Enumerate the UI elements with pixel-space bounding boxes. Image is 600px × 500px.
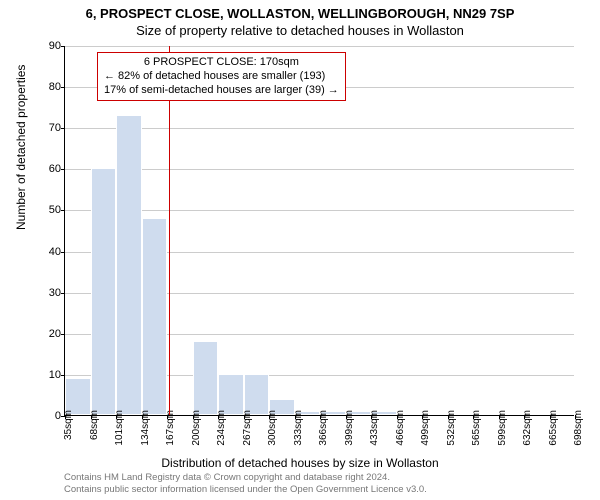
y-tick-label: 0 — [35, 410, 61, 422]
x-tick-label: 698sqm — [573, 410, 584, 446]
x-tick-label: 366sqm — [318, 410, 329, 446]
y-tick-label: 60 — [35, 163, 61, 175]
attribution-line: Contains public sector information licen… — [64, 484, 427, 496]
annotation-line: ← 82% of detached houses are smaller (19… — [104, 70, 339, 84]
y-tick-label: 70 — [35, 122, 61, 134]
x-tick-label: 565sqm — [471, 410, 482, 446]
annotation-box: 6 PROSPECT CLOSE: 170sqm← 82% of detache… — [97, 52, 346, 101]
x-tick-label: 300sqm — [267, 410, 278, 446]
x-tick-label: 399sqm — [344, 410, 355, 446]
attribution-text: Contains HM Land Registry data © Crown c… — [64, 472, 427, 496]
x-tick-label: 200sqm — [191, 410, 202, 446]
x-tick-label: 35sqm — [63, 410, 74, 440]
x-tick-label: 68sqm — [89, 410, 100, 440]
x-tick-label: 101sqm — [114, 410, 125, 446]
histogram-bar — [244, 374, 270, 415]
y-tick-label: 50 — [35, 204, 61, 216]
attribution-line: Contains HM Land Registry data © Crown c… — [64, 472, 427, 484]
histogram-bar — [142, 218, 168, 415]
y-tick-label: 30 — [35, 287, 61, 299]
annotation-line: 6 PROSPECT CLOSE: 170sqm — [104, 56, 339, 70]
y-tick-label: 10 — [35, 369, 61, 381]
histogram-bar — [193, 341, 219, 415]
y-tick-label: 80 — [35, 81, 61, 93]
histogram-chart: 010203040506070809035sqm68sqm101sqm134sq… — [64, 46, 574, 416]
page-title-address: 6, PROSPECT CLOSE, WOLLASTON, WELLINGBOR… — [0, 0, 600, 21]
y-axis-label: Number of detached properties — [14, 65, 28, 230]
page-subtitle: Size of property relative to detached ho… — [0, 21, 600, 38]
gridline — [65, 46, 574, 47]
x-tick-label: 267sqm — [242, 410, 253, 446]
histogram-bar — [91, 168, 117, 415]
x-tick-label: 466sqm — [395, 410, 406, 446]
x-tick-label: 167sqm — [165, 410, 176, 446]
x-axis-label: Distribution of detached houses by size … — [0, 456, 600, 470]
x-tick-label: 499sqm — [420, 410, 431, 446]
x-tick-label: 433sqm — [369, 410, 380, 446]
x-tick-label: 134sqm — [140, 410, 151, 446]
x-tick-label: 234sqm — [216, 410, 227, 446]
y-tick-label: 90 — [35, 40, 61, 52]
marker-line — [169, 46, 170, 415]
histogram-bar — [218, 374, 244, 415]
y-tick-label: 20 — [35, 328, 61, 340]
x-tick-label: 632sqm — [522, 410, 533, 446]
annotation-line: 17% of semi-detached houses are larger (… — [104, 84, 339, 98]
histogram-bar — [116, 115, 142, 415]
x-tick-label: 532sqm — [446, 410, 457, 446]
x-tick-label: 665sqm — [548, 410, 559, 446]
x-tick-label: 333sqm — [293, 410, 304, 446]
x-tick-label: 599sqm — [497, 410, 508, 446]
y-tick-label: 40 — [35, 246, 61, 258]
